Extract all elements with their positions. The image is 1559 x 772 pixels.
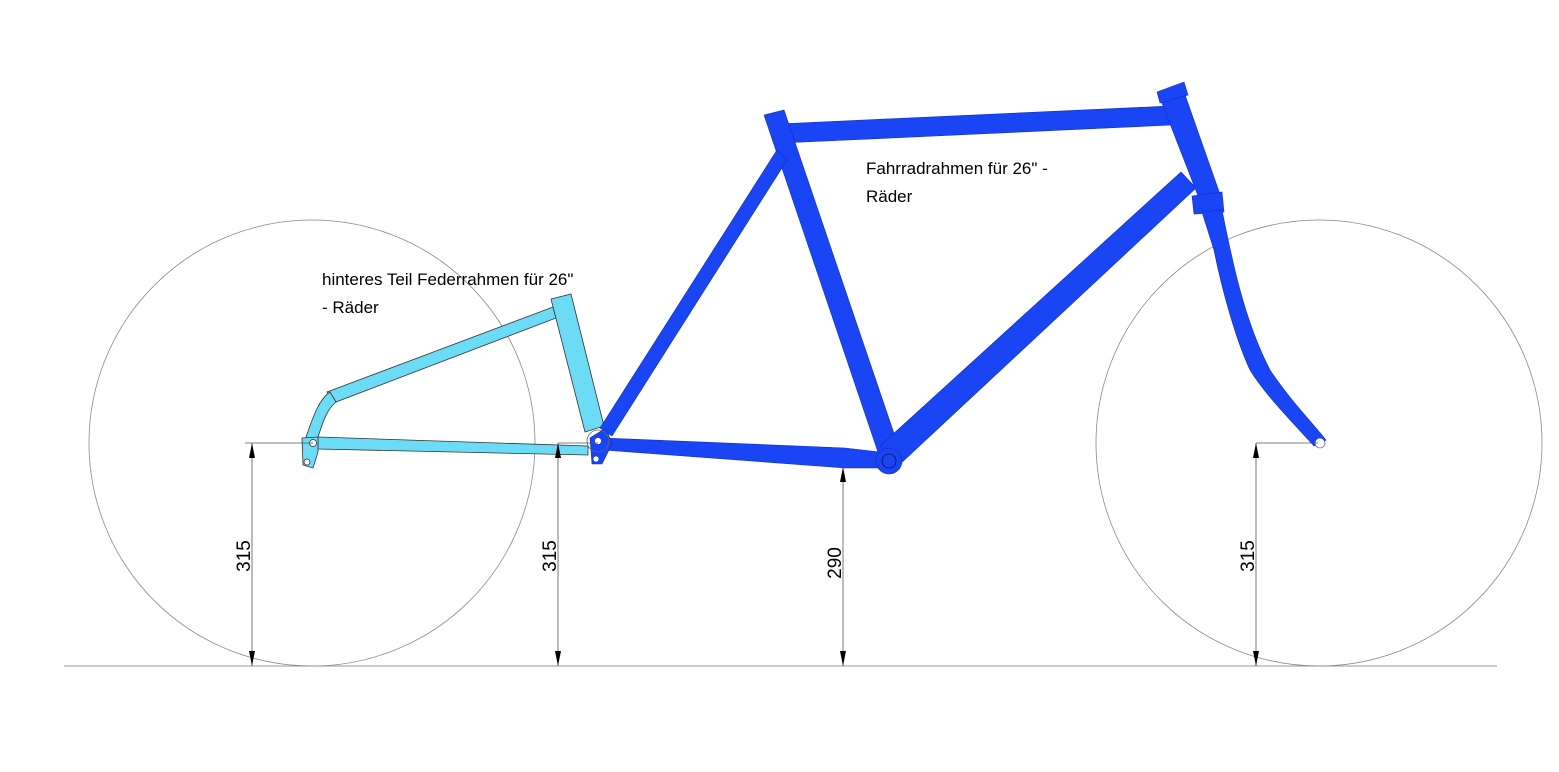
bottom-bracket [875,447,903,475]
dimension-rear-axle: 315 [234,442,313,666]
rear-part-label: hinteres Teil Federrahmen für 26" - Räde… [322,266,573,322]
fork [1201,209,1327,447]
seat-stay [599,149,788,437]
chainstay-rear [317,436,589,456]
down-tube [879,171,1197,467]
main-frame-label-line1: Fahrradrahmen für 26" - [866,159,1048,178]
dim-pivot-value: 315 [540,540,561,572]
front-wheel [1095,219,1543,667]
pivot-lower-hole [592,455,600,463]
dim-bottom-bracket-value: 290 [825,547,846,579]
dimension-bottom-bracket: 290 [825,467,846,666]
rear-swingarm [301,293,605,469]
top-tube [777,105,1173,144]
pivot-hole [594,437,602,445]
head-cap [1156,81,1189,104]
dim-front-axle-value: 315 [1238,540,1259,572]
main-frame-label: Fahrradrahmen für 26" - Räder [866,155,1048,211]
rear-wheel [88,219,536,667]
pivot-outline [586,429,610,453]
dropout-curve [304,391,337,441]
main-frame-label-line2: Räder [866,187,913,206]
dimension-front-axle: 315 [1238,442,1318,666]
pivot-dropout [589,427,613,465]
main-frame [589,81,1327,475]
rear-part-label-line1: hinteres Teil Federrahmen für 26" [322,270,574,289]
bottom-bracket-inner [881,453,897,469]
rear-part-label-line2: - Räder [322,298,379,317]
chain-stay [603,437,881,469]
dimension-pivot: 315 [540,442,598,666]
dim-rear-axle-value: 315 [234,540,255,572]
rear-dropout-hole [303,458,311,466]
headset-bearing [1191,191,1225,215]
